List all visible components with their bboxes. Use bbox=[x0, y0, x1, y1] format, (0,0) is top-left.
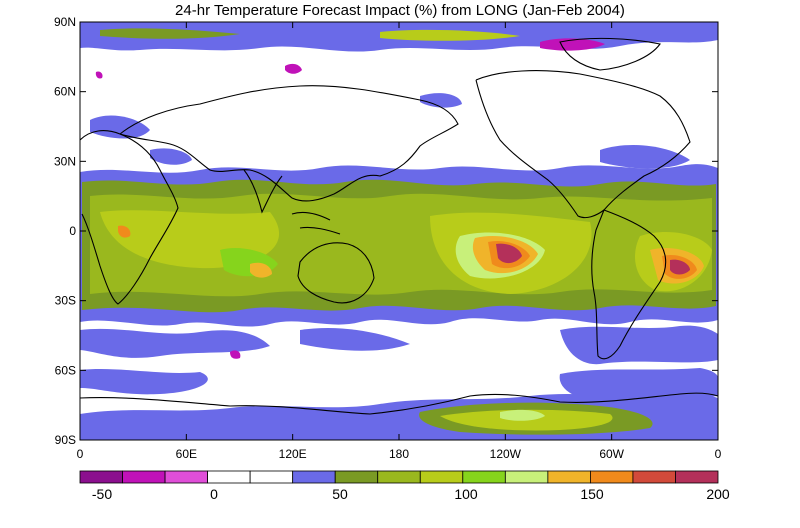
colorbar-label: 200 bbox=[706, 486, 730, 502]
colorbar-label: 100 bbox=[454, 486, 478, 502]
eurasia-coast bbox=[119, 85, 459, 202]
coastlines bbox=[80, 37, 718, 415]
lon-tick-label: 60E bbox=[176, 447, 197, 461]
lat-tick-label: 60S bbox=[55, 363, 76, 377]
lat-tick-label: 90N bbox=[54, 15, 76, 29]
lon-tick-label: 180 bbox=[389, 447, 409, 461]
colorbar: -50 0 50 100 150 200 bbox=[79, 470, 730, 502]
colorbar-swatch bbox=[334, 470, 379, 484]
lat-tick-label: 0 bbox=[69, 224, 76, 238]
lat-tick-label: 60N bbox=[54, 85, 76, 99]
colorbar-swatch bbox=[79, 470, 123, 484]
colorbar-swatch bbox=[292, 470, 336, 484]
lon-tick-label: 0 bbox=[77, 447, 84, 461]
colorbar-swatch bbox=[462, 470, 506, 484]
lat-tick-label: 30N bbox=[54, 154, 76, 168]
colorbar-swatch bbox=[164, 470, 208, 484]
colorbar-swatch bbox=[419, 470, 464, 484]
latitude-axis: 90N 60N 30N 0 30S 60S 90S bbox=[54, 15, 718, 447]
greenland-coast bbox=[559, 37, 661, 71]
chart-title: 24-hr Temperature Forecast Impact (%) fr… bbox=[175, 2, 625, 19]
australia-coast bbox=[297, 242, 375, 304]
lat-tick-label: 30S bbox=[55, 294, 76, 308]
colorbar-label: -50 bbox=[92, 486, 112, 502]
india-coast bbox=[243, 169, 283, 214]
colorbar-swatch bbox=[377, 470, 421, 484]
colorbar-label: 150 bbox=[580, 486, 604, 502]
lon-tick-label: 0 bbox=[715, 447, 722, 461]
lon-tick-label: 120W bbox=[490, 447, 522, 461]
indonesia-coast bbox=[291, 211, 341, 235]
colorbar-swatch bbox=[590, 470, 634, 484]
antarctica-coast bbox=[80, 392, 718, 415]
colorbar-swatch bbox=[632, 470, 676, 484]
colorbar-swatch bbox=[547, 470, 591, 484]
colorbar-swatch bbox=[207, 470, 251, 484]
lat-tick-label: 90S bbox=[55, 433, 76, 447]
lon-tick-label: 60W bbox=[599, 447, 624, 461]
colorbar-swatch bbox=[504, 470, 549, 484]
colorbar-label: 0 bbox=[210, 486, 218, 502]
colorbar-swatch bbox=[249, 470, 294, 484]
colorbar-swatch bbox=[122, 470, 166, 484]
colorbar-swatch bbox=[675, 470, 719, 484]
north-america-coast bbox=[475, 70, 691, 219]
lon-tick-label: 120E bbox=[279, 447, 307, 461]
africa-coast bbox=[80, 130, 179, 305]
colorbar-label: 50 bbox=[332, 486, 348, 502]
impact-field bbox=[80, 22, 718, 440]
south-america-coast bbox=[591, 209, 667, 360]
longitude-axis: 0 60E 120E 180 120W 60W 0 bbox=[77, 22, 722, 461]
